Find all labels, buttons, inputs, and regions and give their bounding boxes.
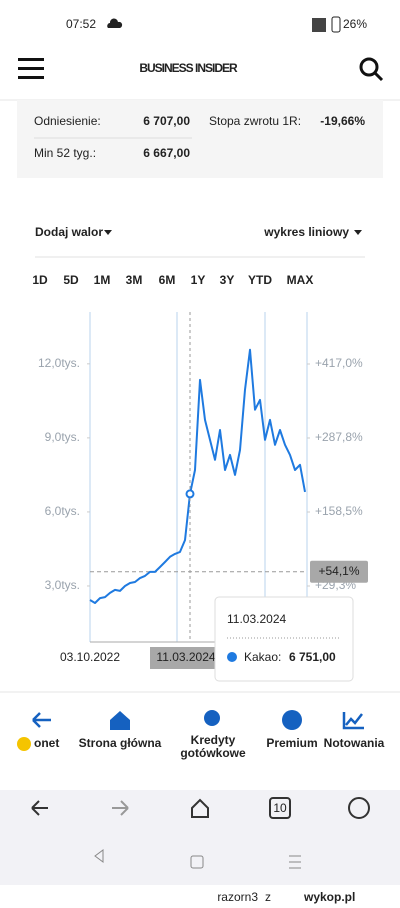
range-tab[interactable]: MAX	[287, 273, 314, 287]
range-tab[interactable]: 5D	[63, 273, 79, 287]
stat-value: 6 667,00	[143, 146, 190, 160]
forward-button[interactable]	[112, 800, 129, 816]
battery: 26%	[343, 17, 367, 31]
y2-tick-label: +158,5%	[315, 504, 363, 518]
watermark-site: wykop.pl	[303, 890, 355, 904]
cursor-point	[185, 489, 195, 499]
back-button[interactable]	[31, 800, 48, 816]
y-tick-label: 12,0tys.	[38, 356, 80, 370]
signal-icon	[312, 18, 326, 32]
cloud-icon	[107, 18, 123, 28]
bottom-nav	[0, 692, 400, 790]
nav-label: onet	[34, 736, 59, 750]
time: 07:52	[66, 17, 96, 31]
watermark-user: razorn3	[217, 890, 258, 904]
y-tick-label: 9,0tys.	[45, 430, 80, 444]
add-dropdown[interactable]: Dodaj walor	[35, 225, 112, 239]
nav-home[interactable]: Strona główna	[79, 711, 162, 750]
stats-panel	[17, 100, 383, 178]
marker-badge	[310, 560, 368, 583]
tabs-count: 10	[273, 801, 287, 815]
home-button[interactable]	[191, 798, 209, 818]
tooltip-date: 11.03.2024	[227, 612, 286, 626]
chart: 12,0tys. 9,0tys. 6,0tys. 3,0tys. +417,0% +287…	[38, 312, 368, 669]
nav-label: gotówkowe	[180, 746, 246, 760]
add-label: Dodaj walor	[35, 225, 103, 239]
legend-dot	[227, 652, 237, 662]
range-tab[interactable]: 6M	[159, 273, 176, 287]
stat-value: 6 707,00	[143, 114, 190, 128]
cursor-badge	[150, 647, 222, 669]
battery-icon	[331, 16, 341, 33]
nav-onet[interactable]: onet	[17, 712, 59, 751]
nav-premium[interactable]: Premium	[266, 710, 318, 750]
chart-kind-dropdown[interactable]: wykres liniowy	[263, 225, 362, 239]
nav-label: Notowania	[324, 736, 385, 750]
chart-kind-label: wykres liniowy	[263, 225, 349, 239]
tooltip	[214, 596, 354, 682]
browser-bar	[0, 790, 400, 885]
nav-label: Premium	[266, 736, 317, 750]
y2-tick-label: +417,0%	[315, 356, 363, 370]
tabs-button[interactable]	[269, 797, 291, 819]
range-tab[interactable]: YTD	[248, 273, 272, 287]
y-tick-label: 3,0tys.	[45, 578, 80, 592]
range-tab[interactable]: 1Y	[191, 273, 206, 287]
account-button[interactable]	[348, 797, 370, 819]
nav-label: Strona główna	[79, 736, 162, 750]
x-tick-label: 03.10.2022	[60, 650, 120, 664]
watermark-bar	[0, 885, 400, 908]
range-tab[interactable]: 3M	[126, 273, 143, 287]
y2-tick-label: +287,8%	[315, 430, 363, 444]
tooltip-series: Kakao:	[244, 650, 281, 664]
nav-quotes[interactable]: Notowania	[324, 712, 385, 750]
range-tab[interactable]: 1D	[32, 273, 48, 287]
marker-label: +54,1%	[318, 564, 359, 578]
watermark-joiner: z	[265, 890, 271, 904]
range-tabs: 1D 5D 1M 3M 6M 1Y 3Y YTD MAX	[32, 273, 313, 287]
range-tab[interactable]: 1M	[94, 273, 111, 287]
android-recents[interactable]	[289, 855, 301, 869]
stat-label: Min 52 tyg.:	[34, 146, 96, 160]
menu-button[interactable]	[18, 58, 44, 79]
logo[interactable]: BUSINESS INSIDER	[139, 61, 239, 75]
cursor-label: 11.03.2024	[156, 650, 215, 664]
price-line	[89, 348, 306, 604]
android-home[interactable]	[190, 855, 204, 869]
android-back[interactable]	[94, 849, 104, 863]
stat-label: Stopa zwrotu 1R:	[209, 114, 301, 128]
range-tab[interactable]: 3Y	[220, 273, 235, 287]
tooltip-value: 6 751,00	[289, 650, 336, 664]
search-button[interactable]	[359, 57, 384, 82]
stat-label: Odniesienie:	[34, 114, 101, 128]
stat-value: -19,66%	[320, 114, 365, 128]
y-tick-label: 6,0tys.	[45, 504, 80, 518]
nav-label: Kredyty	[191, 733, 236, 747]
